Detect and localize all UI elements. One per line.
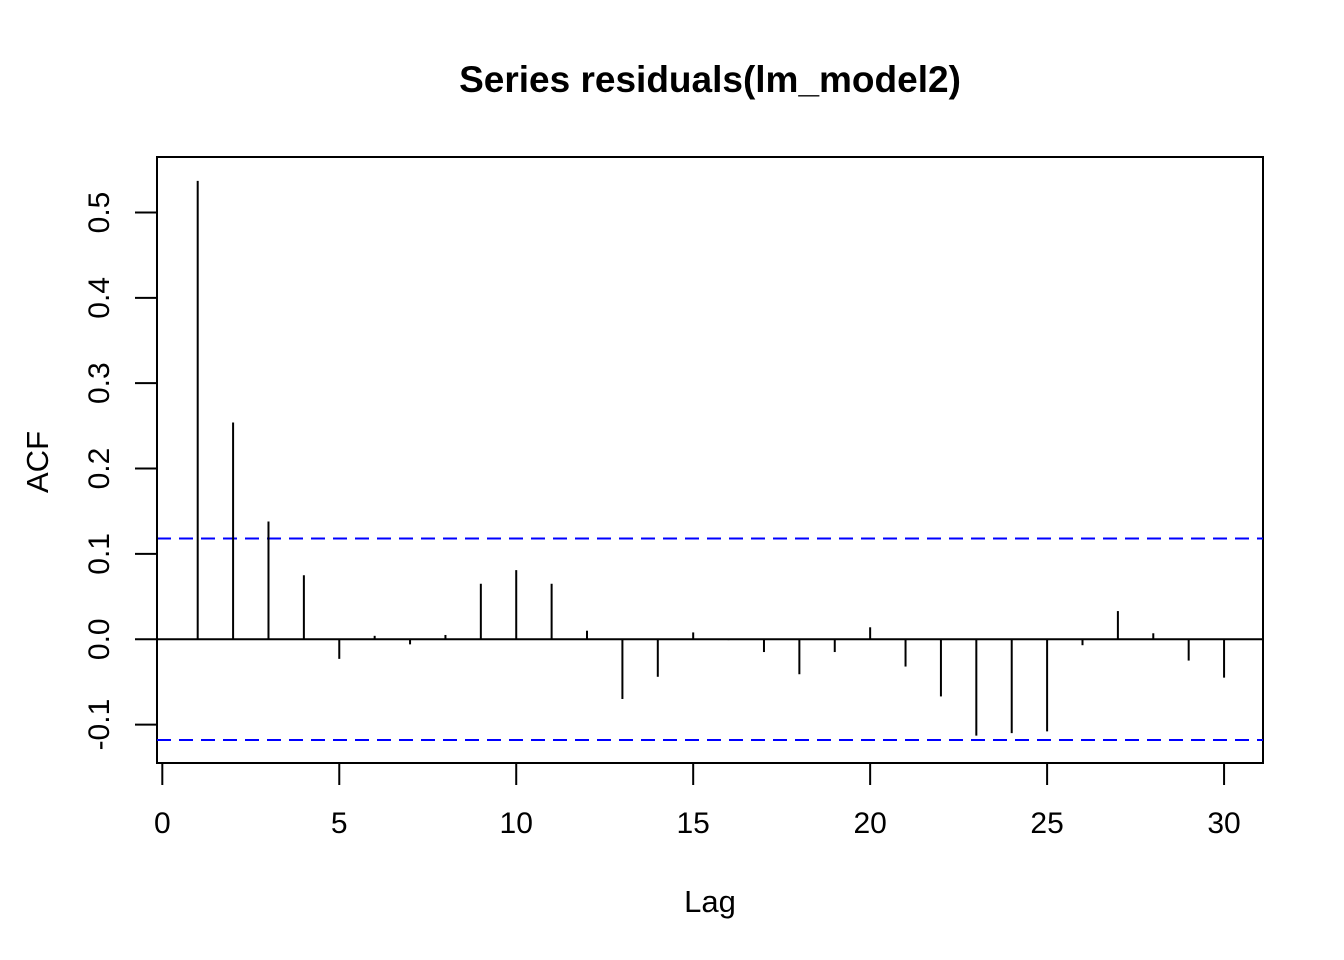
- x-tick-label: 30: [1207, 807, 1240, 840]
- x-axis: 0 5 10 15 20 25 30: [154, 762, 1241, 840]
- x-tick-label: 0: [154, 807, 171, 840]
- y-axis: -0.1 0.0 0.1 0.2 0.3 0.4 0.5: [83, 192, 158, 751]
- x-tick-label: 25: [1030, 807, 1063, 840]
- chart-title: Series residuals(lm_model2): [459, 59, 961, 100]
- y-tick-label: 0.2: [83, 448, 116, 490]
- y-tick-label: -0.1: [83, 699, 116, 751]
- y-tick-label: 0.3: [83, 362, 116, 404]
- confidence-lines: [157, 537, 1263, 741]
- x-tick-label: 10: [500, 807, 533, 840]
- x-axis-label: Lag: [684, 884, 736, 919]
- x-tick-label: 15: [677, 807, 710, 840]
- y-tick-label: 0.5: [83, 192, 116, 234]
- x-tick-label: 20: [853, 807, 886, 840]
- acf-bars: [196, 180, 1226, 736]
- x-tick-label: 5: [331, 807, 348, 840]
- y-tick-label: 0.4: [83, 277, 116, 319]
- y-tick-label: 0.1: [83, 533, 116, 575]
- plot-frame: [156, 156, 1264, 764]
- y-tick-label: 0.0: [83, 618, 116, 660]
- y-axis-label: ACF: [20, 431, 55, 493]
